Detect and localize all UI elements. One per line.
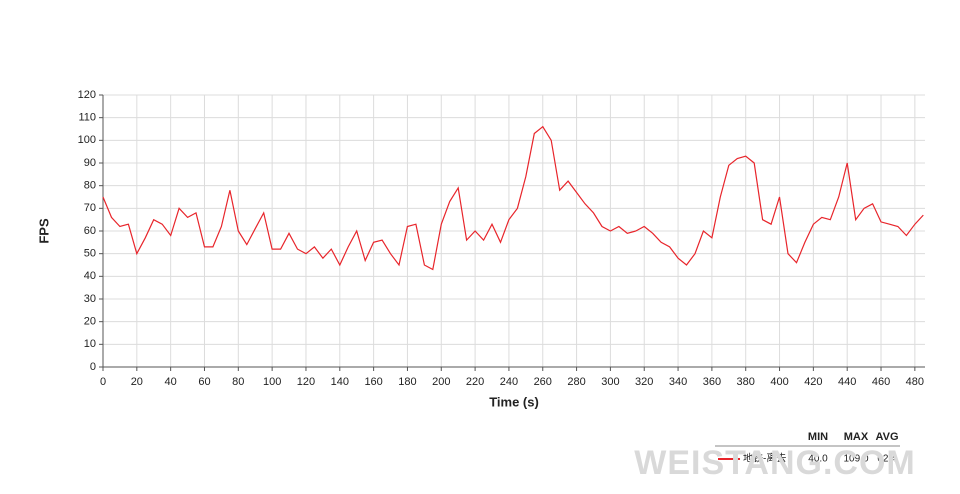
y-tick-label: 110 — [78, 112, 96, 124]
y-tick-label: 70 — [84, 202, 96, 214]
legend-label: 地铁-离去 — [743, 452, 786, 465]
y-tick-label: 60 — [84, 225, 96, 237]
x-tick-label: 220 — [466, 376, 484, 388]
x-tick-label: 120 — [297, 376, 315, 388]
y-tick-label: 30 — [84, 293, 96, 305]
stats-header: AVG — [875, 431, 898, 443]
x-axis-title: Time (s) — [489, 394, 539, 409]
x-tick-label: 480 — [906, 376, 924, 388]
y-tick-label: 10 — [84, 338, 96, 350]
watermark: WEISTANG.COM — [634, 444, 915, 482]
x-tick-label: 20 — [131, 376, 143, 388]
x-tick-label: 160 — [364, 376, 382, 388]
x-tick-label: 60 — [198, 376, 210, 388]
stats-value: 109.0 — [843, 454, 868, 465]
x-tick-label: 180 — [398, 376, 416, 388]
y-tick-label: 40 — [84, 270, 96, 282]
x-tick-label: 340 — [669, 376, 687, 388]
stats-value: 62.4 — [877, 454, 897, 465]
x-tick-label: 300 — [601, 376, 619, 388]
x-tick-label: 80 — [232, 376, 244, 388]
y-axis-title: FPS — [36, 218, 51, 244]
x-tick-label: 400 — [770, 376, 788, 388]
x-tick-label: 280 — [567, 376, 585, 388]
y-tick-label: 100 — [78, 134, 96, 146]
x-tick-label: 200 — [432, 376, 450, 388]
stats-value: 40.0 — [808, 454, 828, 465]
x-tick-label: 320 — [635, 376, 653, 388]
y-tick-label: 20 — [84, 316, 96, 328]
series-line — [102, 125, 924, 271]
x-tick-label: 440 — [838, 376, 856, 388]
y-tick-label: 80 — [84, 180, 96, 192]
x-tick-label: 360 — [703, 376, 721, 388]
x-tick-label: 260 — [534, 376, 552, 388]
x-tick-label: 460 — [872, 376, 890, 388]
stats-header: MIN — [808, 431, 828, 443]
y-tick-label: 90 — [84, 157, 96, 169]
x-tick-label: 240 — [500, 376, 518, 388]
stats-header: MAX — [844, 431, 869, 443]
y-tick-label: 120 — [78, 89, 96, 101]
x-tick-label: 140 — [331, 376, 349, 388]
x-tick-label: 100 — [263, 376, 281, 388]
x-tick-label: 40 — [165, 376, 177, 388]
x-tick-label: 0 — [100, 376, 106, 388]
x-tick-label: 420 — [804, 376, 822, 388]
y-tick-label: 50 — [84, 248, 96, 260]
x-tick-label: 380 — [737, 376, 755, 388]
y-tick-label: 0 — [90, 361, 96, 373]
